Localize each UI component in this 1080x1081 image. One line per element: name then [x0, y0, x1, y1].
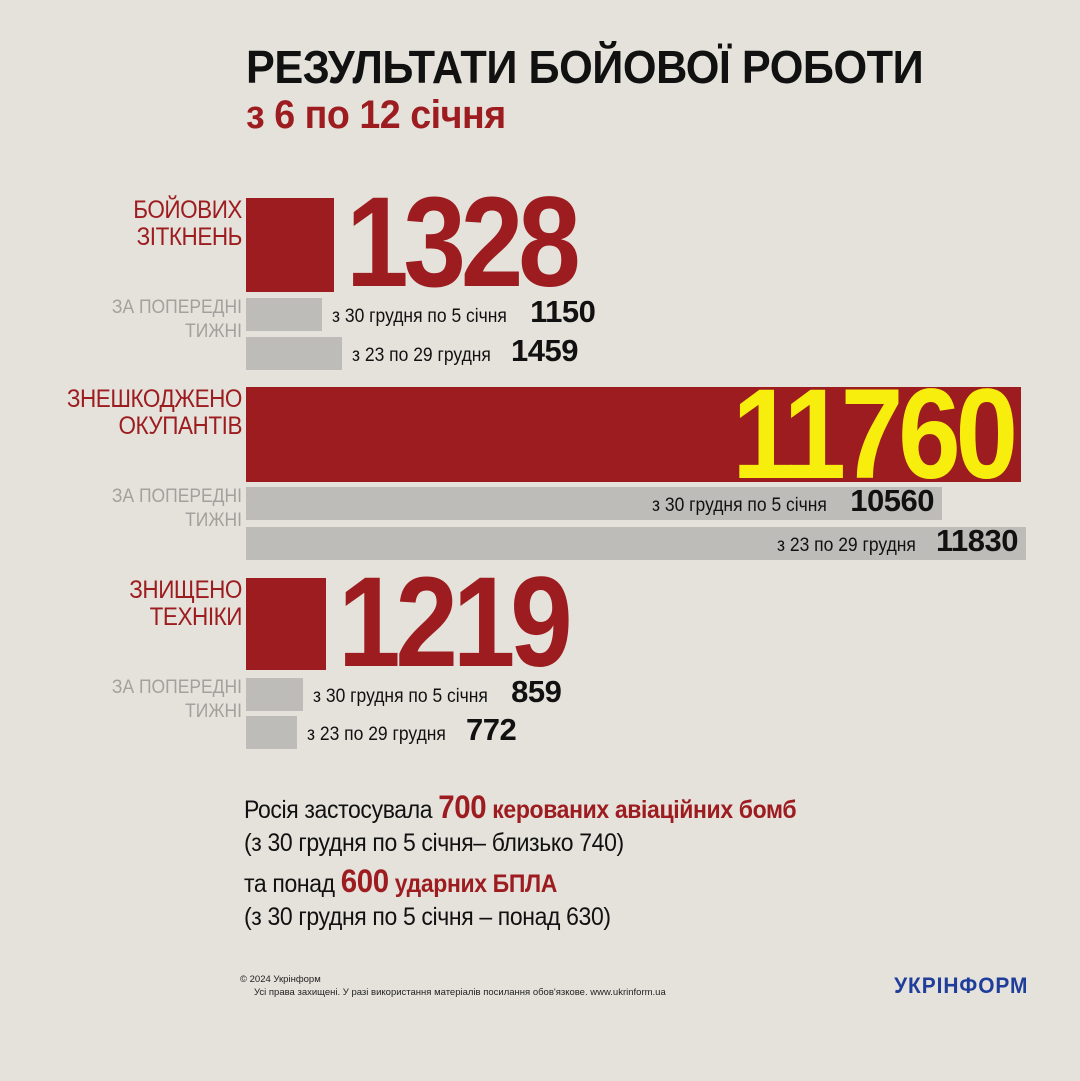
- note-3-number: 600: [340, 863, 389, 899]
- current-week-value: 11760: [732, 363, 1018, 506]
- previous-week-row: з 23 по 29 грудня 11830: [777, 523, 1018, 559]
- previous-week-bar: [246, 527, 1026, 560]
- note-1-number: 700: [438, 789, 487, 825]
- category-label: ЗНЕШКОДЖЕНО ОКУПАНТІВ: [35, 385, 243, 440]
- category-label-line: ОКУПАНТІВ: [118, 412, 242, 440]
- category-label: ЗНИЩЕНО ТЕХНІКИ: [35, 577, 242, 631]
- previous-week-bar: [246, 337, 342, 370]
- previous-week-row: з 23 по 29 грудня 1459: [352, 333, 578, 369]
- note-3-prefix: та понад: [244, 870, 335, 898]
- previous-week-period: з 30 грудня по 5 січня: [332, 306, 507, 327]
- category-label-line: БОЙОВИХ: [133, 196, 242, 224]
- previous-week-row: з 30 грудня по 5 січня 1150: [332, 294, 596, 330]
- previous-week-value: 859: [511, 674, 562, 709]
- previous-weeks-label-line: ЗА ПОПЕРЕДНІ: [111, 677, 242, 698]
- previous-week-value: 10560: [850, 483, 934, 518]
- previous-week-bar: [246, 716, 297, 749]
- footer-rights: Усі права захищені. У разі використання …: [254, 987, 666, 998]
- note-1-suffix: керованих авіаційних бомб: [492, 796, 797, 824]
- previous-weeks-label: ЗА ПОПЕРЕДНІ ТИЖНІ: [58, 676, 242, 724]
- previous-weeks-label: ЗА ПОПЕРЕДНІ ТИЖНІ: [58, 296, 242, 344]
- note-line-2: (з 30 грудня по 5 січня– близько 740): [244, 829, 624, 857]
- current-week-value: 1219: [338, 551, 573, 694]
- previous-weeks-label-line: ТИЖНІ: [185, 510, 242, 531]
- note-3-suffix: ударних БПЛА: [394, 870, 558, 898]
- previous-week-value: 11830: [936, 523, 1019, 558]
- category-label-line: ТЕХНІКИ: [149, 603, 243, 631]
- previous-week-value: 772: [465, 712, 517, 747]
- page-subtitle: з 6 по 12 січня: [246, 93, 506, 137]
- note-line-1: Росія застосувала 700 керованих авіаційн…: [244, 789, 797, 826]
- note-line-3: та понад 600 ударних БПЛА: [244, 863, 557, 900]
- previous-weeks-label-line: ТИЖНІ: [185, 701, 242, 722]
- previous-week-period: з 23 по 29 грудня: [777, 535, 916, 556]
- note-line-4: (з 30 грудня по 5 січня – понад 630): [244, 903, 611, 931]
- previous-week-value: 1150: [530, 294, 596, 329]
- previous-weeks-label-line: ЗА ПОПЕРЕДНІ: [111, 297, 242, 318]
- current-week-value: 1328: [346, 171, 581, 314]
- ukrinform-logo: УКРІНФОРМ: [893, 973, 1028, 998]
- previous-weeks-label: ЗА ПОПЕРЕДНІ ТИЖНІ: [58, 485, 242, 533]
- footer: © 2024 Укрінформ Усі права захищені. У р…: [240, 973, 666, 999]
- previous-weeks-label-line: ЗА ПОПЕРЕДНІ: [111, 486, 242, 507]
- previous-week-period: з 30 грудня по 5 січня: [652, 495, 828, 516]
- previous-week-row: з 23 по 29 грудня 772: [307, 712, 517, 748]
- previous-week-bar: [246, 487, 942, 520]
- previous-week-row: з 30 грудня по 5 січня 859: [313, 674, 562, 710]
- previous-week-bar: [246, 678, 303, 711]
- current-week-bar: [246, 387, 1021, 482]
- previous-week-bar: [246, 298, 322, 331]
- previous-week-period: з 23 по 29 грудня: [307, 724, 446, 745]
- previous-week-value: 1459: [510, 333, 578, 368]
- previous-week-period: з 30 грудня по 5 січня: [313, 686, 488, 707]
- category-label-line: ЗНЕШКОДЖЕНО: [66, 385, 243, 413]
- current-week-bar: [246, 578, 326, 670]
- current-week-bar: [246, 198, 334, 292]
- previous-week-row: з 30 грудня по 5 січня 10560: [652, 483, 934, 519]
- category-label-line: ЗІТКНЕНЬ: [136, 223, 243, 251]
- previous-week-period: з 23 по 29 грудня: [352, 345, 491, 366]
- previous-weeks-label-line: ТИЖНІ: [185, 321, 242, 342]
- note-1-prefix: Росія застосувала: [244, 796, 433, 824]
- page-title: РЕЗУЛЬТАТИ БОЙОВОЇ РОБОТИ: [246, 41, 924, 93]
- footer-copyright: © 2024 Укрінформ: [240, 974, 321, 985]
- category-label-line: ЗНИЩЕНО: [129, 576, 242, 604]
- category-label: БОЙОВИХ ЗІТКНЕНЬ: [35, 197, 242, 251]
